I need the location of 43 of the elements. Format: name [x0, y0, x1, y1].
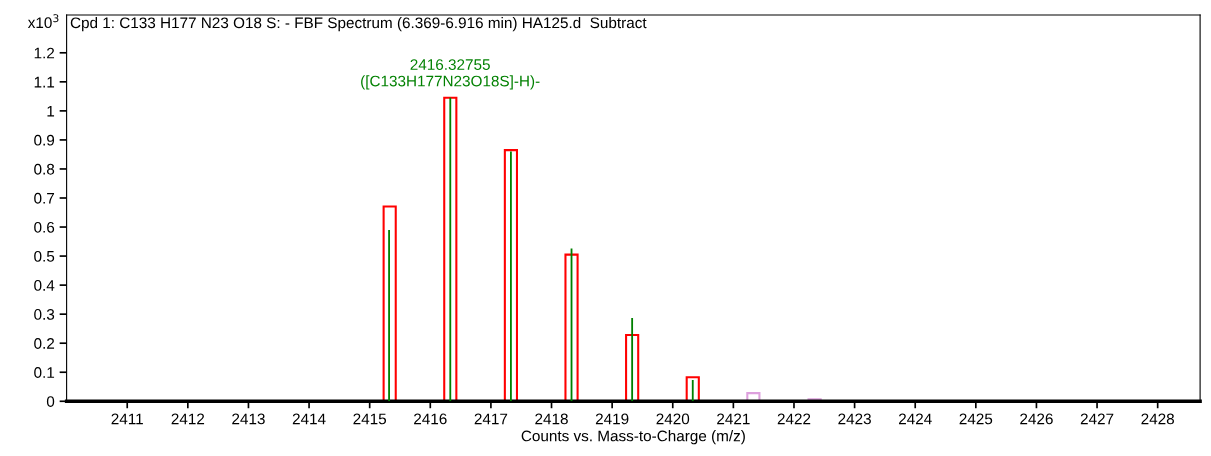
y-tick-label: 0.9: [34, 134, 55, 146]
x-tick-label: 2418: [535, 413, 568, 425]
x-tick-label: 2423: [838, 413, 871, 425]
y-axis-title: x10$^{3}$: [27, 14, 59, 29]
x-tick-label: 2411: [111, 413, 143, 425]
y-tick-label: 0.1: [34, 367, 55, 378]
x-tick-label: 2413: [232, 413, 265, 425]
x-tick-label: 2424: [898, 413, 932, 425]
x-tick-label: 2420: [656, 413, 690, 425]
y-tick-label: 0.5: [34, 250, 55, 262]
y-tick-label: 0.7: [34, 192, 55, 204]
bar: [382, 205, 397, 402]
y-tick-label: 1.1: [34, 76, 55, 88]
bar: [625, 334, 640, 402]
bar: [685, 376, 700, 402]
x-tick-label: 2417: [474, 413, 508, 425]
y-tick-label: 1: [47, 105, 55, 117]
x-tick-label: 2421: [717, 413, 750, 425]
bar: [443, 96, 458, 402]
y-tick-label: 1.2: [34, 47, 55, 59]
y-tick-label: 0: [46, 396, 55, 407]
y-tick-label: 0.3: [34, 309, 55, 320]
y-tick-label: 0.8: [34, 163, 55, 175]
x-tick-label: 2425: [959, 413, 993, 425]
x-axis-title: Counts vs. Mass-to-Charge (m/z): [521, 430, 745, 445]
x-tick-label: 2414: [292, 413, 326, 425]
x-tick-label: 2419: [595, 413, 629, 425]
chart-title: Cpd 1: C133 H177 N23 O18 S: - FBF Spectrum (6.369-6.916 min) HA125.d Subtract: [70, 16, 647, 32]
bar: [807, 398, 822, 402]
x-tick-label: 2416: [414, 413, 447, 425]
x-tick-label: 2426: [1020, 413, 1053, 425]
annotation: 2416.32755 ([C133H177N23O18S]-H)-: [361, 59, 540, 90]
x-tick-label: 2427: [1080, 413, 1114, 425]
y-tick-label: 0.6: [34, 221, 55, 233]
x-tick-label: 2428: [1141, 413, 1174, 425]
y-tick-label: 0.2: [34, 338, 55, 349]
x-tick-label: 2422: [777, 413, 811, 425]
x-tick-label: 2415: [353, 413, 387, 425]
y-tick-label: 0.4: [34, 279, 55, 291]
bar: [503, 149, 519, 402]
x-tick-label: 2412: [171, 413, 205, 425]
bar: [746, 392, 761, 402]
bar: [564, 253, 579, 402]
